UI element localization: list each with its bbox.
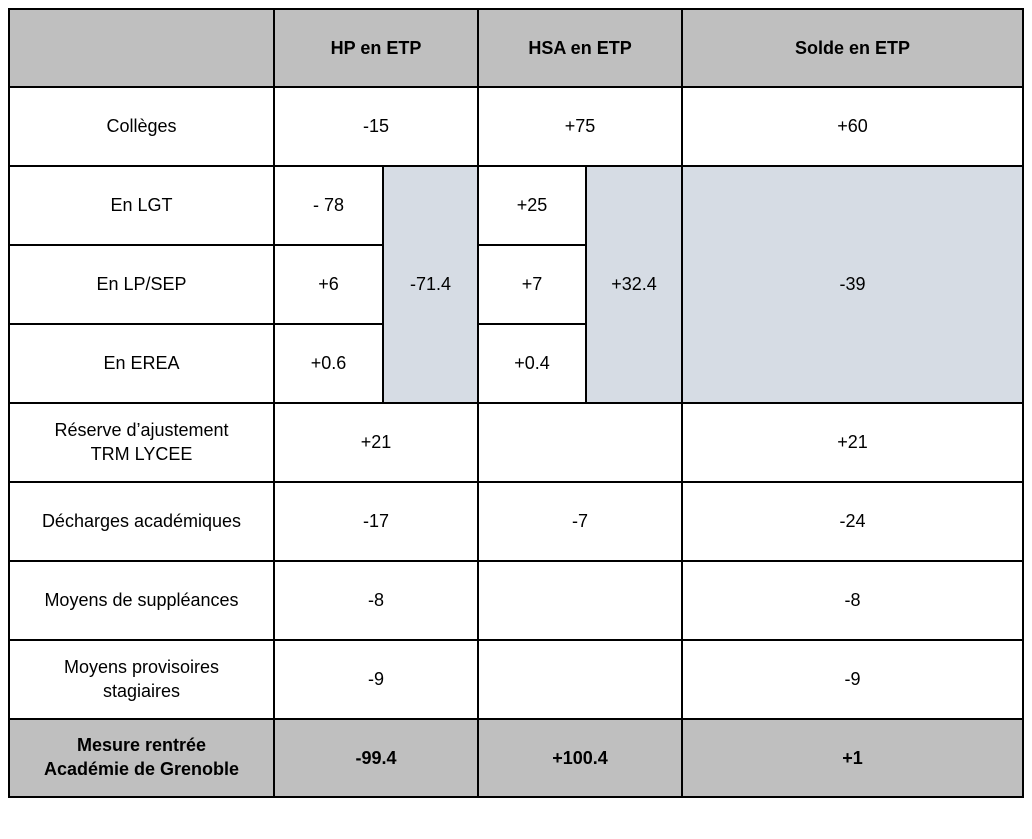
label-total-line2: Académie de Grenoble <box>43 759 240 779</box>
label-stagiaires: Moyens provisoires stagiaires <box>8 639 275 720</box>
row-lgt: En LGT - 78 -71.4 +25 +32.4 -39 <box>8 165 1025 404</box>
cell-lp-sep-hsa: +7 <box>477 244 588 325</box>
row-suppleances: Moyens de suppléances -8 -8 <box>8 560 1025 641</box>
row-colleges: Collèges -15 +75 +60 <box>8 86 1025 167</box>
cell-suppleances-hp: -8 <box>272 560 480 641</box>
label-stagiaires-line1: Moyens provisoires <box>63 656 220 677</box>
row-total: Mesure rentrée Académie de Grenoble -99.… <box>8 718 1025 798</box>
row-lp-sep: En LP/SEP +6 +7 <box>8 244 1023 325</box>
header-empty-cell <box>8 8 275 88</box>
cell-total-solde: +1 <box>681 718 1025 798</box>
cell-colleges-hsa: +75 <box>477 86 684 167</box>
label-reserve-line1: Réserve d’ajustement <box>54 419 229 440</box>
cell-total-hp: -99.4 <box>272 718 480 798</box>
cell-lgt-hp: - 78 <box>273 165 384 246</box>
label-lp-sep: En LP/SEP <box>8 244 275 325</box>
label-total-line1: Mesure rentrée <box>76 735 207 756</box>
header-solde: Solde en ETP <box>681 8 1025 88</box>
label-reserve: Réserve d’ajustement TRM LYCEE <box>8 402 275 483</box>
cell-total-hsa: +100.4 <box>477 718 684 798</box>
cell-lycee-hsa-total: +32.4 <box>585 165 684 404</box>
label-colleges: Collèges <box>8 86 275 167</box>
cell-colleges-solde: +60 <box>681 86 1025 167</box>
cell-stagiaires-hsa <box>477 639 684 720</box>
cell-erea-hsa: +0.4 <box>477 323 588 404</box>
row-reserve: Réserve d’ajustement TRM LYCEE +21 +21 <box>8 402 1025 483</box>
label-suppleances: Moyens de suppléances <box>8 560 275 641</box>
label-lgt: En LGT <box>8 165 275 246</box>
cell-stagiaires-hp: -9 <box>272 639 480 720</box>
cell-reserve-hsa <box>477 402 684 483</box>
label-total: Mesure rentrée Académie de Grenoble <box>8 718 275 798</box>
cell-lgt-hsa: +25 <box>477 165 588 246</box>
label-erea: En EREA <box>8 323 275 404</box>
cell-stagiaires-solde: -9 <box>681 639 1025 720</box>
cell-reserve-hp: +21 <box>272 402 480 483</box>
header-row: HP en ETP HSA en ETP Solde en ETP <box>8 8 1025 88</box>
cell-reserve-solde: +21 <box>681 402 1025 483</box>
header-hp: HP en ETP <box>272 8 480 88</box>
cell-decharges-hp: -17 <box>272 481 480 562</box>
cell-decharges-hsa: -7 <box>477 481 684 562</box>
cell-lp-sep-hp: +6 <box>273 244 384 325</box>
label-decharges: Décharges académiques <box>8 481 275 562</box>
etp-table: HP en ETP HSA en ETP Solde en ETP Collèg… <box>8 8 1025 798</box>
row-erea: En EREA +0.6 +0.4 <box>8 323 1023 404</box>
cell-decharges-solde: -24 <box>681 481 1025 562</box>
cell-erea-hp: +0.6 <box>273 323 384 404</box>
header-hsa: HSA en ETP <box>477 8 684 88</box>
label-stagiaires-line2: stagiaires <box>102 680 181 701</box>
cell-suppleances-hsa <box>477 560 684 641</box>
label-reserve-line2: TRM LYCEE <box>90 443 193 464</box>
cell-colleges-hp: -15 <box>272 86 480 167</box>
row-decharges: Décharges académiques -17 -7 -24 <box>8 481 1025 562</box>
cell-lycee-solde-total: -39 <box>681 165 1025 404</box>
cell-suppleances-solde: -8 <box>681 560 1025 641</box>
cell-lycee-hp-total: -71.4 <box>381 165 480 404</box>
row-stagiaires: Moyens provisoires stagiaires -9 -9 <box>8 639 1025 720</box>
